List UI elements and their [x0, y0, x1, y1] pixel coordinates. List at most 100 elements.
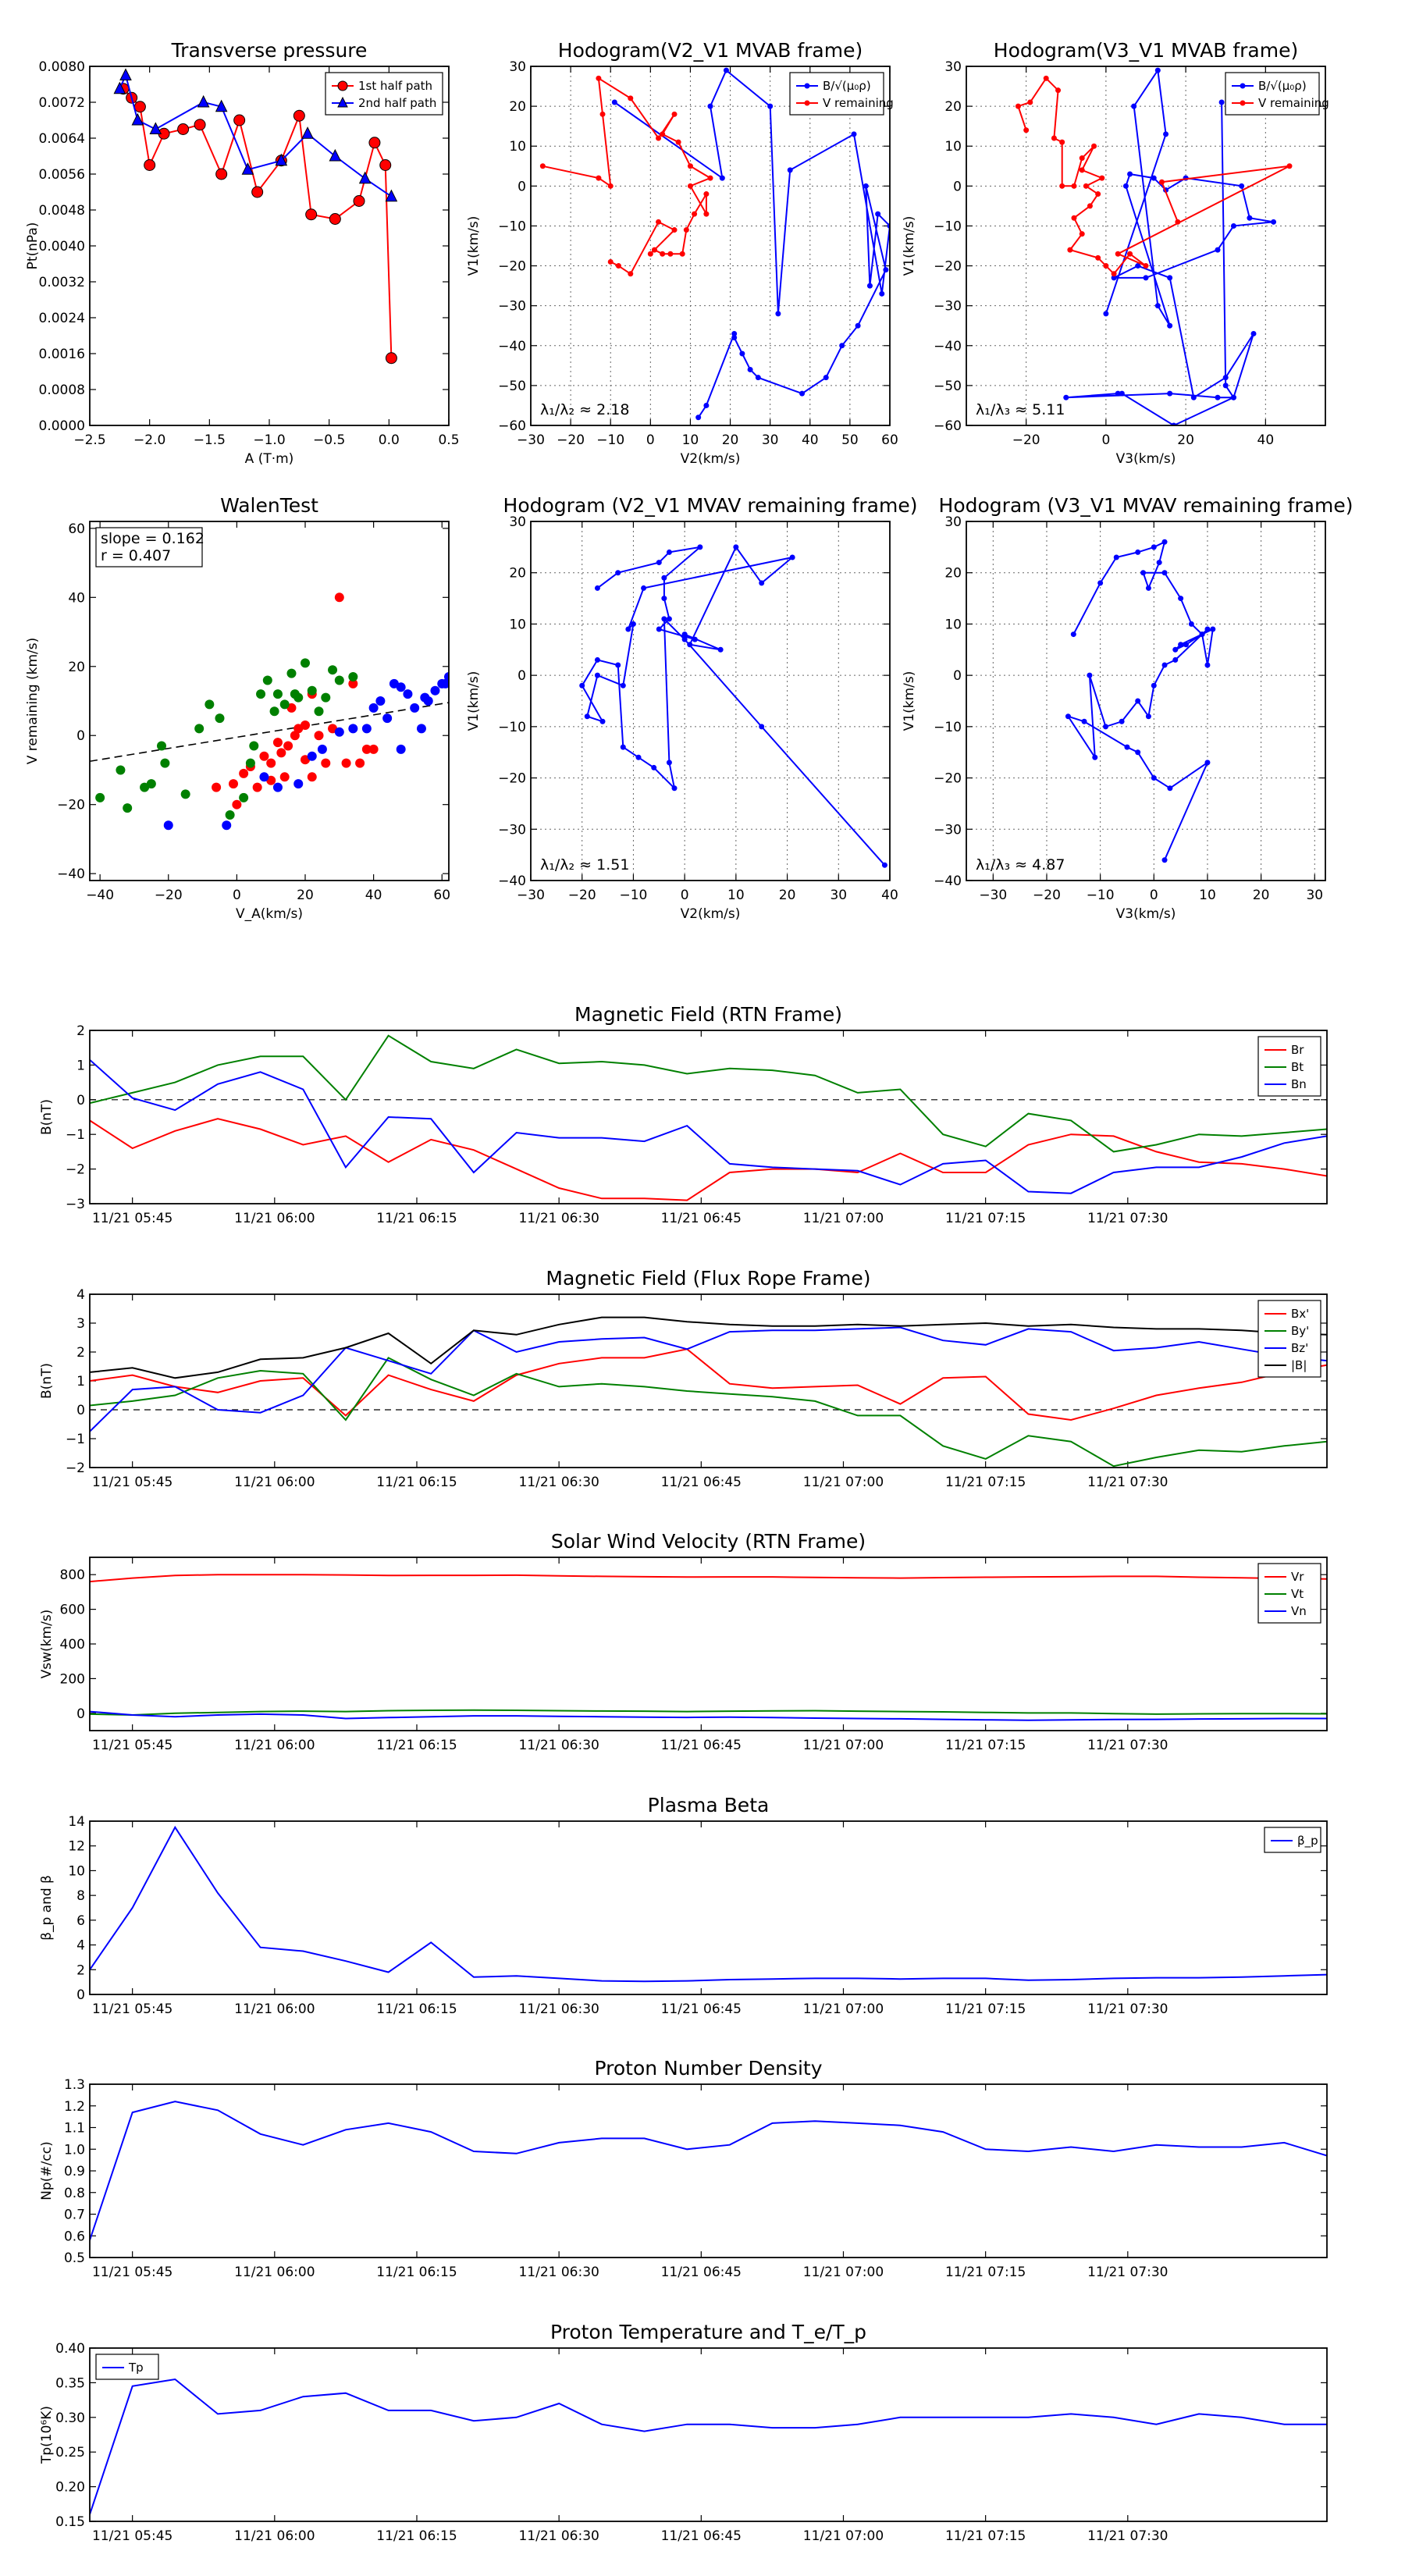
data-point — [1172, 646, 1179, 653]
panel-p12: Proton Temperature and T_e/T_p 0.15 0.20 0.… — [39, 2321, 1328, 2544]
data-point — [594, 672, 600, 678]
plot-frame — [89, 521, 450, 881]
data-point — [661, 575, 667, 581]
x-tick-label: 11/21 07:30 — [1087, 2265, 1168, 2280]
data-point — [628, 95, 634, 101]
data-point — [661, 596, 667, 602]
scatter-point — [215, 713, 225, 724]
data-point — [671, 227, 678, 233]
chart-title: Plasma Beta — [648, 1794, 770, 1816]
data-point — [177, 123, 190, 135]
eigenvalue-ratio: λ₁/λ₃ ≈ 4.87 — [976, 856, 1065, 873]
y-tick-label: 0.0040 — [39, 239, 85, 254]
data-point — [1079, 231, 1085, 237]
data-point — [329, 148, 342, 162]
data-point — [1215, 247, 1221, 253]
y-tick-label: −30 — [934, 299, 962, 315]
y-tick-label: 0.35 — [55, 2375, 85, 2391]
data-point — [1067, 247, 1073, 253]
y-tick-label: 0.15 — [55, 2514, 85, 2530]
scatter-point — [194, 724, 205, 734]
x-tick-label: 11/21 06:30 — [518, 1475, 599, 1490]
scatter-point — [283, 741, 293, 751]
panel-p8: Magnetic Field (Flux Rope Frame) −2 −1 0 1 2 3… — [39, 1267, 1328, 1490]
data-point — [1135, 549, 1141, 555]
y-tick-label: 10 — [509, 617, 526, 632]
scatter-point — [293, 779, 304, 789]
series-bx--line — [90, 1348, 1327, 1421]
y-tick-label: 200 — [60, 1671, 85, 1687]
data-point — [703, 211, 710, 217]
data-point — [1111, 271, 1117, 277]
x-tick-label: 11/21 07:30 — [1087, 1738, 1168, 1753]
data-point — [1204, 760, 1211, 766]
scatter-point — [355, 758, 365, 768]
y-tick-label: −20 — [934, 259, 962, 275]
y-tick-label: 2 — [76, 1345, 85, 1361]
data-point — [879, 290, 885, 297]
data-point — [607, 258, 614, 265]
scatter-point — [146, 779, 156, 789]
y-tick-label: −20 — [934, 771, 962, 787]
x-tick-label: −30 — [517, 432, 545, 448]
y-tick-label: 20 — [944, 99, 962, 115]
x-tick-label: 11/21 07:00 — [803, 2528, 884, 2544]
data-point — [1145, 713, 1151, 720]
scatter-point — [396, 682, 406, 692]
scatter-point — [160, 758, 170, 768]
data-point — [697, 544, 703, 550]
data-point — [1065, 713, 1071, 720]
legend-marker — [1240, 100, 1246, 106]
data-point — [787, 167, 793, 173]
data-point — [1051, 135, 1057, 141]
data-point — [739, 350, 745, 357]
x-tick-label: 0 — [1101, 432, 1110, 448]
data-point — [759, 580, 765, 586]
panel-p4: WalenTest −40 −20 0 20 40 60 −40 −20 0 20 40 60 V_A(k… — [25, 494, 450, 922]
data-point — [635, 754, 642, 760]
x-tick-label: 11/21 07:00 — [803, 1475, 884, 1490]
x-axis-label: V_A(km/s) — [236, 906, 303, 922]
x-tick-label: 11/21 07:30 — [1087, 1475, 1168, 1490]
scatter-point — [375, 696, 386, 706]
y-tick-label: 14 — [68, 1814, 85, 1830]
legend-label: 1st half path — [358, 79, 432, 93]
series-bz--line — [90, 1326, 1327, 1432]
data-point — [215, 99, 228, 112]
data-point — [596, 75, 602, 81]
y-axis-label: B(nT) — [39, 1363, 55, 1399]
scatter-point — [290, 689, 300, 699]
data-point — [1083, 183, 1089, 189]
y-tick-label: 4 — [76, 1938, 85, 1954]
data-point — [607, 183, 614, 189]
y-tick-label: 0.0072 — [39, 95, 85, 111]
data-area — [579, 544, 887, 868]
x-tick-label: −20 — [557, 432, 585, 448]
scatter-point — [276, 748, 286, 758]
data-area — [90, 592, 449, 831]
data-point — [1175, 219, 1181, 225]
data-point — [1059, 139, 1065, 145]
data-point — [692, 211, 698, 217]
x-tick-label: 11/21 06:00 — [234, 1475, 315, 1490]
chart-title: Hodogram (V3_V1 MVAV remaining frame) — [939, 494, 1353, 517]
y-tick-label: 30 — [509, 514, 526, 530]
y-tick-label: 0.7 — [64, 2208, 85, 2223]
chart-title: Proton Number Density — [595, 2057, 823, 2080]
data-point — [656, 219, 662, 225]
y-tick-label: −60 — [934, 418, 962, 434]
y-tick-label: 0.9 — [64, 2164, 85, 2179]
fit-stat: r = 0.407 — [101, 547, 171, 564]
y-tick-label: −50 — [498, 379, 526, 394]
y-axis-label: β_p and β — [39, 1875, 55, 1941]
series-by--line — [90, 1357, 1327, 1468]
y-tick-label: 10 — [944, 617, 962, 632]
data-point — [1161, 662, 1168, 668]
y-tick-label: 40 — [68, 590, 85, 606]
scatter-point — [368, 744, 379, 754]
x-tick-label: 11/21 06:00 — [234, 2001, 315, 2017]
x-tick-label: 11/21 06:45 — [661, 2528, 742, 2544]
scatter-point — [252, 782, 262, 792]
data-point — [1087, 672, 1093, 678]
scatter-point — [430, 685, 440, 696]
